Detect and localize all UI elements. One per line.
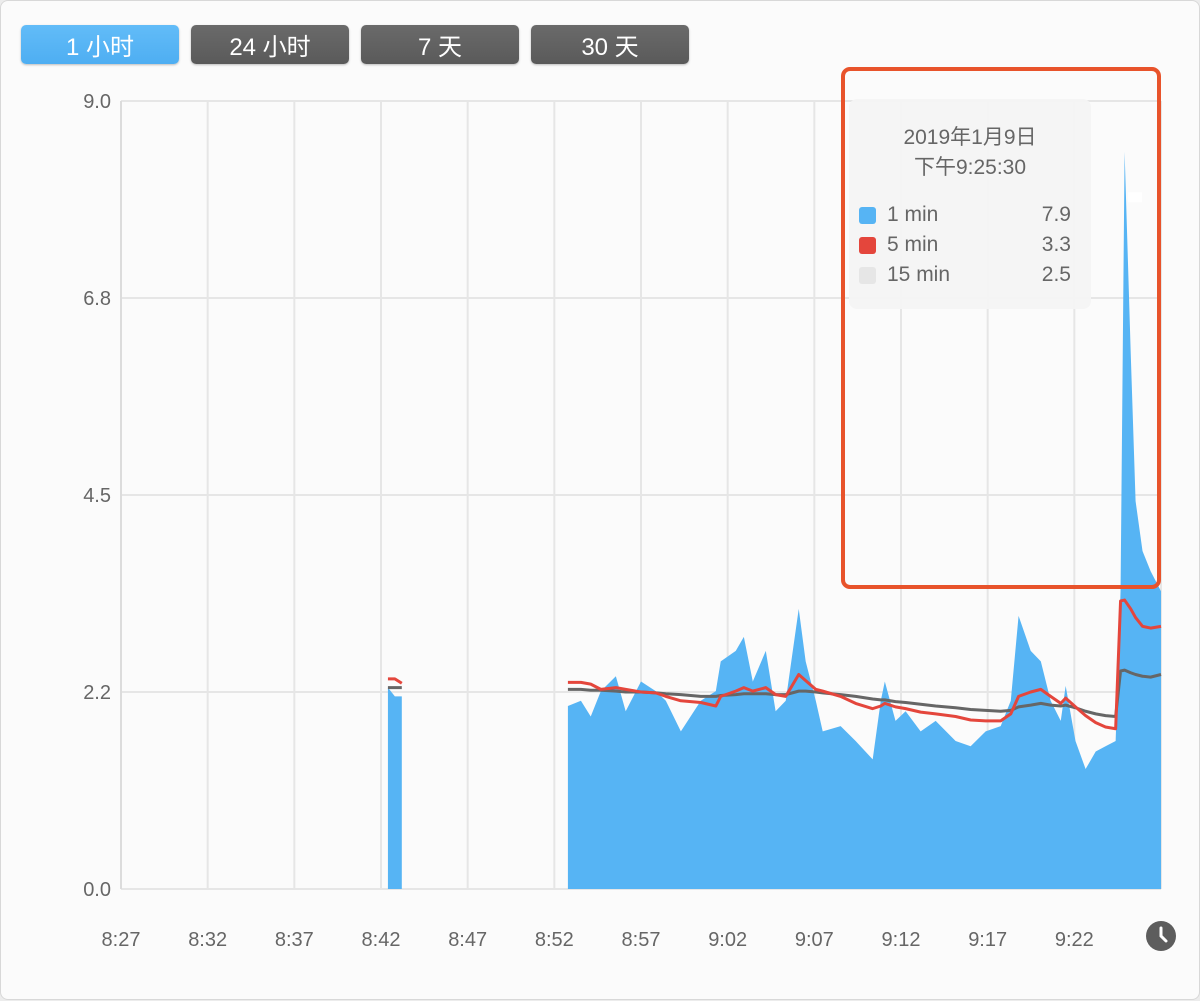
x-tick-label: 8:42 — [362, 929, 401, 951]
tooltip-row-15min: 15 min 2.5 — [859, 262, 1071, 288]
clock-icon[interactable] — [1146, 921, 1176, 951]
range-24-hours-button[interactable]: 24 小时 — [191, 25, 349, 64]
series-15min-line — [567, 668, 1162, 719]
x-tick-label: 9:22 — [1055, 929, 1094, 951]
x-tick-label: 8:32 — [188, 929, 227, 951]
x-tick-label: 8:47 — [448, 929, 487, 951]
tooltip-label: 1 min — [887, 203, 939, 226]
x-tick-label: 8:57 — [622, 929, 661, 951]
annotation-highlight-box — [841, 67, 1161, 589]
tooltip-value: 7.9 — [1041, 203, 1071, 226]
tooltip-date: 2019年1月9日 — [903, 126, 1037, 149]
tooltip-time: 下午9:25:30 — [913, 156, 1027, 179]
x-tick-label: 9:07 — [795, 929, 834, 951]
x-tick-label: 8:52 — [535, 929, 574, 951]
series-5min-line — [567, 598, 1162, 731]
legend-swatch-15min — [859, 266, 876, 284]
y-tick-label: 6.8 — [83, 288, 111, 310]
chart-tooltip: 2019年1月9日 下午9:25:30 1 min 7.9 5 min 3.3 … — [849, 99, 1091, 309]
x-tick-label: 8:37 — [275, 929, 314, 951]
range-30-days-button[interactable]: 30 天 — [531, 25, 689, 64]
series-1min-area — [387, 687, 402, 889]
series-5min-line — [387, 677, 403, 685]
tooltip-label: 15 min — [887, 263, 951, 286]
tooltip-value: 3.3 — [1041, 233, 1071, 256]
y-tick-label: 2.2 — [83, 682, 111, 704]
range-1-hour-button[interactable]: 1 小时 — [21, 25, 179, 64]
legend-swatch-5min — [859, 236, 876, 254]
x-tick-label: 8:27 — [102, 929, 141, 951]
y-tick-label: 4.5 — [83, 485, 111, 507]
hover-marker — [1128, 192, 1142, 203]
y-tick-label: 9.0 — [83, 91, 111, 113]
x-tick-label: 9:02 — [708, 929, 747, 951]
x-tick-label: 9:12 — [882, 929, 921, 951]
y-tick-label: 0.0 — [83, 879, 111, 901]
range-7-days-button[interactable]: 7 天 — [361, 25, 519, 64]
tooltip-value: 2.5 — [1041, 263, 1071, 286]
legend-swatch-1min — [859, 206, 876, 224]
x-tick-label: 9:17 — [968, 929, 1007, 951]
tooltip-row-1min: 1 min 7.9 — [859, 202, 1071, 228]
tooltip-label: 5 min — [887, 233, 939, 256]
tooltip-row-5min: 5 min 3.3 — [859, 232, 1071, 258]
